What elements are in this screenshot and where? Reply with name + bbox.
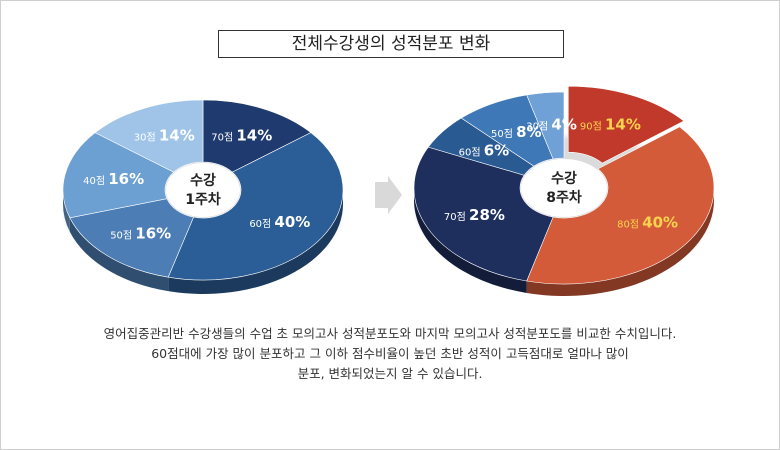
center-label-1: 1주차 [185, 192, 221, 208]
slice-2 [69, 198, 194, 278]
slice-side-2 [414, 188, 527, 293]
description-line-2: 60점대에 가장 많이 분포하고 그 이하 점수비율이 높던 초반 성적이 고득… [151, 346, 629, 361]
slice-1 [167, 132, 344, 281]
donut-chart-week8: 수강 8주차 90점 14% 80점 40% 70점 28% 60점 6%50점 8%30… [413, 85, 715, 296]
donut-center [521, 159, 607, 217]
chart-description: 영어집중관리반 수강생들의 수업 초 모의고사 성적분포도와 마지막 모의고사 … [40, 324, 740, 384]
slice-5 [526, 91, 565, 160]
slice-label-2: 50점 16% [110, 225, 171, 243]
slice-label-1: 80점 40% [617, 213, 678, 231]
slice-label-3: 60점 6% [459, 141, 510, 159]
center-label-0: 수강 [190, 172, 216, 189]
slice-side-2 [69, 217, 169, 292]
slice-3 [62, 132, 175, 219]
slice-label-1: 60점 40% [249, 213, 310, 231]
slice-side-1 [168, 190, 343, 295]
donut-charts-canvas: 수강 1주차 70점 14% 60점 40% 50점 16% 40점 16% 30점 14%… [62, 85, 715, 296]
slice-side-1 [526, 188, 714, 296]
chart-title: 전체수강생의 성적분포 변화 [218, 30, 564, 58]
center-label-0: 수강 [551, 170, 577, 187]
center-label-1: 8주차 [546, 190, 582, 206]
slice-label-4: 50점 8% [491, 123, 542, 141]
slice-label-5: 30점 4% [526, 116, 577, 134]
slice-label-0: 70점 14% [211, 127, 272, 145]
slice-label-4: 30점 14% [134, 127, 195, 145]
slice-label-2: 70점 28% [444, 206, 505, 224]
slice-side-3 [63, 190, 70, 232]
donut-chart-week1: 수강 1주차 70점 14% 60점 40% 50점 16% 40점 16% 30점 14% [62, 99, 344, 295]
slice-2 [413, 146, 554, 282]
description-line-1: 영어집중관리반 수강생들의 수업 초 모의고사 성적분포도와 마지막 모의고사 … [103, 326, 677, 341]
arrow-icon [375, 176, 402, 214]
description-line-3: 분포, 변화되었는지 알 수 있습니다. [297, 366, 483, 381]
slice-1 [526, 126, 715, 285]
slice-label-0: 90점 14% [580, 115, 641, 133]
slice-0 [202, 99, 312, 173]
slice-label-3: 40점 16% [83, 170, 144, 188]
slice-0 [567, 85, 685, 164]
donut-center [166, 163, 240, 217]
slice-4 [94, 99, 204, 173]
